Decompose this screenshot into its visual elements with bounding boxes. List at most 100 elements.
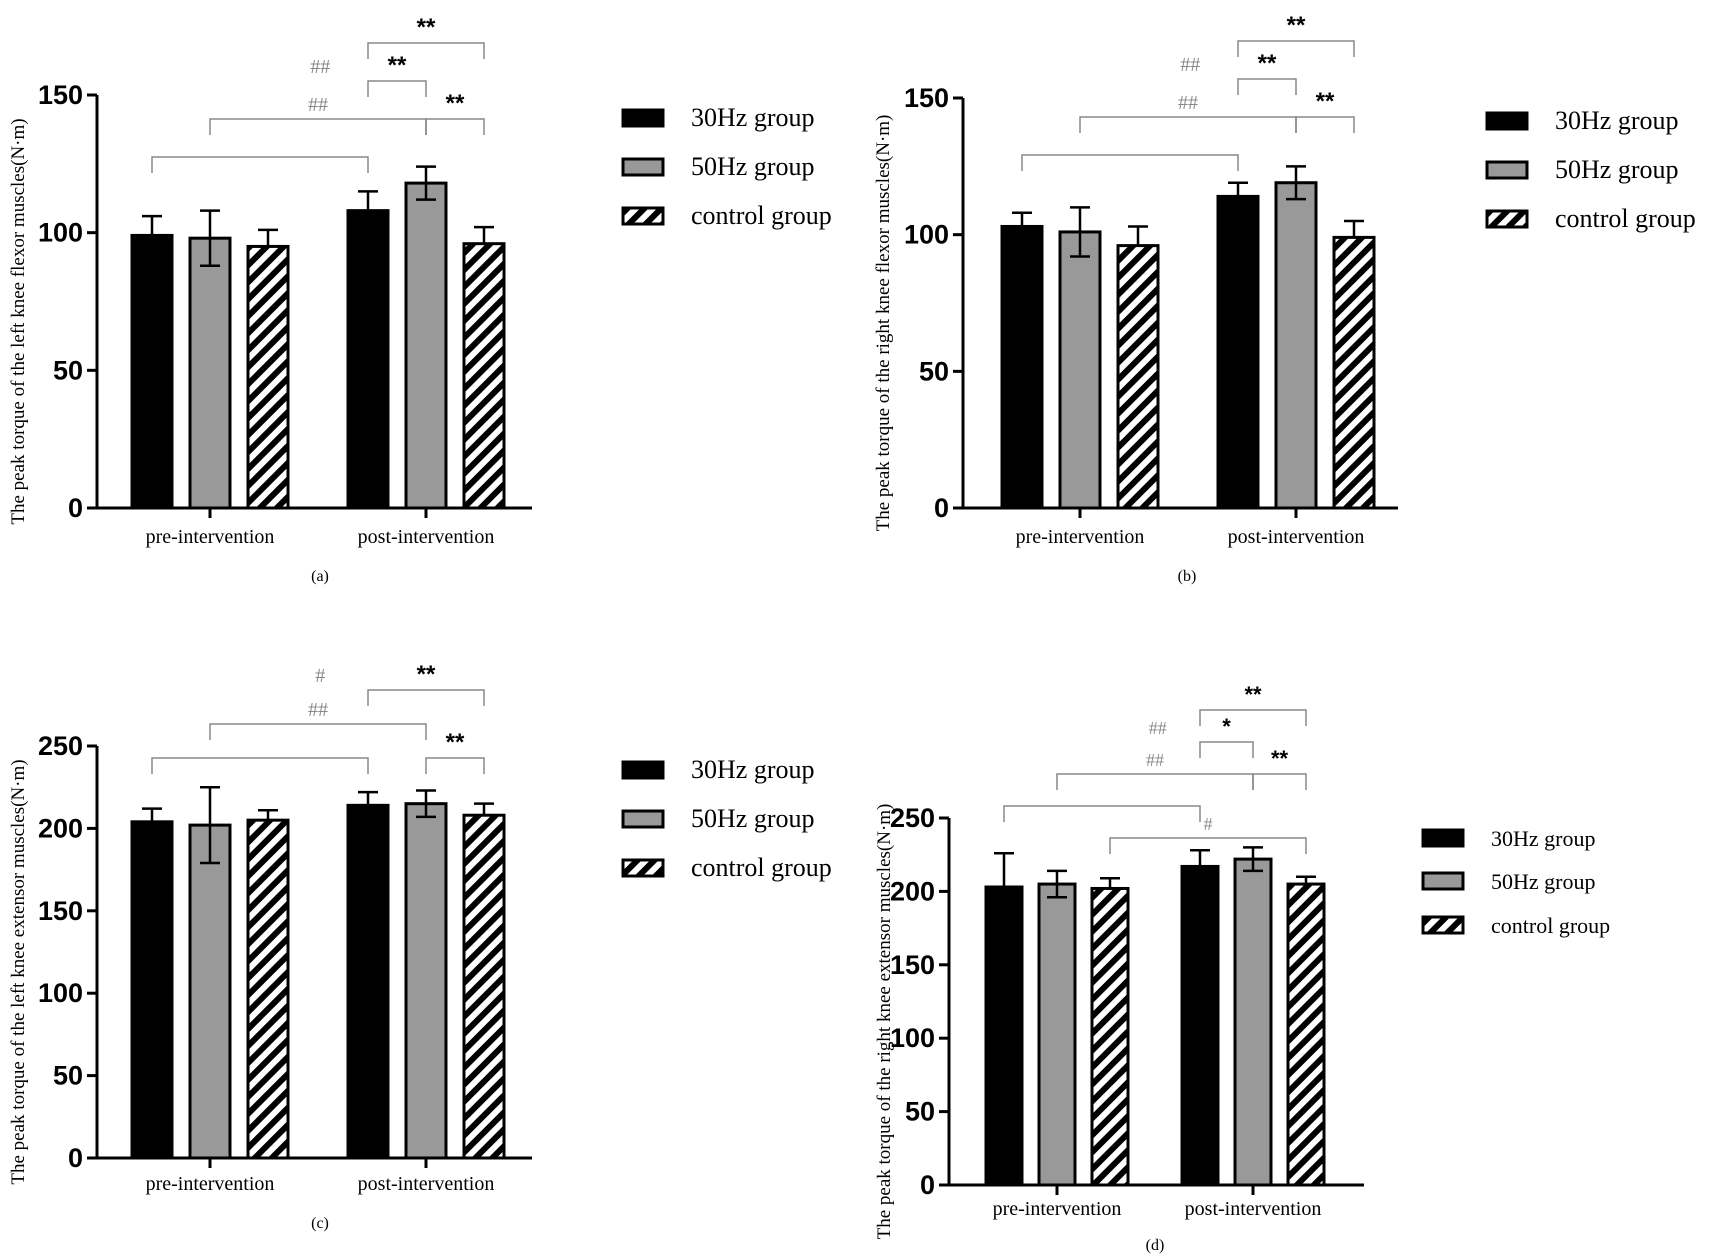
chart-panel-a: 0 50 100 150 The peak torque of the left kne… — [8, 14, 832, 585]
bar-30hz-post — [346, 803, 390, 1160]
significance-bracket — [425, 118, 485, 135]
bar-50hz-post — [404, 181, 448, 510]
bar-50hz-pre — [188, 236, 232, 510]
legend-swatch-50hz — [1421, 871, 1465, 891]
legend-label: 50Hz group — [1491, 869, 1595, 894]
x-tick-label: pre-intervention — [993, 1198, 1122, 1220]
legend-label: 30Hz group — [691, 755, 814, 784]
legend-swatch-30hz — [621, 108, 665, 128]
y-tick-label: 50 — [53, 1061, 83, 1091]
significance-bracket — [367, 42, 485, 59]
significance-bracket — [209, 723, 427, 740]
bar-50hz-pre — [1037, 882, 1077, 1187]
significance-bracket — [1199, 741, 1254, 758]
hash-significance-label: ## — [308, 94, 328, 116]
legend-label: control group — [1555, 204, 1696, 233]
y-tick-label: 150 — [38, 896, 83, 926]
bar-control-pre — [1090, 886, 1130, 1187]
x-tick-label: post-intervention — [358, 526, 495, 548]
x-tick-label: post-intervention — [1185, 1198, 1322, 1220]
panel-caption: (a) — [311, 568, 329, 585]
bar-50hz-post — [1274, 181, 1318, 510]
significance-bracket — [1056, 773, 1254, 790]
legend-swatch-30hz — [1485, 111, 1529, 131]
bar-control-pre — [246, 818, 290, 1160]
y-tick-label: 200 — [38, 813, 83, 843]
bar-control-post — [462, 242, 506, 510]
star-significance-label: ** — [417, 661, 436, 688]
significance-bracket — [1237, 40, 1355, 57]
hash-significance-label: # — [1204, 814, 1213, 834]
legend-label: control group — [1491, 913, 1610, 938]
legend-swatch-control — [621, 858, 665, 878]
y-tick-label: 0 — [920, 1170, 935, 1200]
y-tick-label: 250 — [890, 803, 935, 833]
significance-bracket — [367, 80, 427, 97]
significance-bracket — [1003, 805, 1201, 822]
y-tick-label: 150 — [904, 83, 949, 113]
legend-swatch-control — [1485, 209, 1529, 229]
legend-label: 30Hz group — [691, 103, 814, 132]
bar-30hz-post — [1180, 864, 1220, 1187]
significance-bracket — [151, 156, 369, 173]
star-significance-label: ** — [446, 90, 465, 117]
bar-50hz-pre — [1058, 230, 1102, 510]
y-tick-label: 0 — [68, 1143, 83, 1173]
y-tick-label: 150 — [38, 80, 83, 110]
y-axis-label: The peak torque of the left knee flexor … — [8, 118, 29, 524]
x-tick-label: pre-intervention — [146, 1173, 275, 1195]
star-significance-label: ** — [1271, 746, 1289, 771]
hash-significance-label: ## — [1180, 54, 1200, 76]
bar-control-post — [1332, 235, 1376, 510]
significance-bracket — [367, 689, 485, 706]
bar-30hz-post — [346, 209, 390, 510]
panel-caption: (c) — [311, 1215, 329, 1232]
significance-bracket — [1199, 709, 1307, 726]
bar-30hz-pre — [1000, 224, 1044, 510]
significance-bracket — [1079, 116, 1297, 133]
bar-30hz-post — [1216, 194, 1260, 510]
legend-swatch-control — [1421, 915, 1465, 935]
y-tick-label: 100 — [890, 1023, 935, 1053]
significance-bracket — [151, 757, 369, 774]
hash-significance-label: ## — [1178, 92, 1198, 114]
y-tick-label: 100 — [904, 220, 949, 250]
star-significance-label: * — [1222, 714, 1231, 739]
significance-bracket — [425, 757, 485, 774]
x-tick-label: pre-intervention — [1016, 526, 1145, 548]
bar-50hz-post — [1233, 857, 1273, 1187]
legend-label: 50Hz group — [691, 804, 814, 833]
bar-control-pre — [1116, 244, 1160, 510]
significance-bracket — [1237, 78, 1297, 95]
y-tick-label: 200 — [890, 876, 935, 906]
legend-swatch-50hz — [621, 157, 665, 177]
legend-label: 50Hz group — [1555, 155, 1678, 184]
x-tick-label: post-intervention — [1228, 526, 1365, 548]
bar-50hz-pre — [188, 823, 232, 1160]
star-significance-label: ** — [1316, 88, 1335, 115]
y-tick-label: 50 — [919, 356, 949, 386]
legend-swatch-50hz — [1485, 160, 1529, 180]
hash-significance-label: ## — [310, 56, 330, 78]
y-tick-label: 0 — [68, 493, 83, 523]
chart-panel-c: 0 50 100 150 200 250 The peak torque of the le… — [8, 661, 832, 1232]
significance-bracket — [1252, 773, 1307, 790]
bar-30hz-pre — [130, 820, 174, 1160]
y-axis-label: The peak torque of the left knee extenso… — [8, 759, 29, 1184]
star-significance-label: ** — [1287, 12, 1306, 39]
bar-control-post — [462, 813, 506, 1160]
significance-bracket — [1109, 837, 1307, 854]
significance-bracket — [209, 118, 427, 135]
star-significance-label: ** — [1258, 50, 1277, 77]
hash-significance-label: ## — [1149, 718, 1167, 738]
y-tick-label: 100 — [38, 218, 83, 248]
legend-label: control group — [691, 853, 832, 882]
star-significance-label: ** — [417, 14, 436, 41]
x-tick-label: pre-intervention — [146, 526, 275, 548]
significance-bracket — [1295, 116, 1355, 133]
hash-significance-label: ## — [308, 699, 328, 721]
y-axis-label: The peak torque of the right knee extens… — [874, 804, 895, 1240]
y-tick-label: 50 — [905, 1097, 935, 1127]
